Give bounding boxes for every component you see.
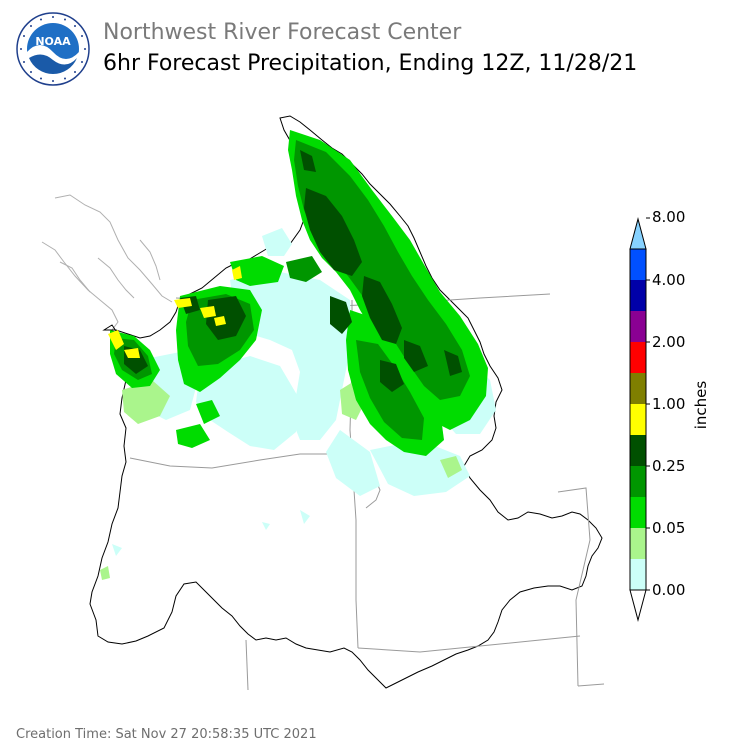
legend-tick-label: 1.00 — [652, 395, 685, 413]
creation-time: Creation Time: Sat Nov 27 20:58:35 UTC 2… — [16, 727, 317, 742]
legend-band-above — [629, 217, 647, 250]
coastline-outline — [41, 194, 173, 331]
legend-tick-label: 0.00 — [652, 581, 685, 599]
precipitation-legend: 8.00 4.00 2.00 1.00 0.25 0.05 0.00 inche… — [629, 208, 710, 622]
legend-band — [630, 249, 646, 280]
legend-tick-labels: 8.00 4.00 2.00 1.00 0.25 0.05 0.00 — [652, 208, 685, 599]
precipitation-map — [41, 115, 605, 691]
legend-tick-label: 4.00 — [652, 271, 685, 289]
legend-unit-label: inches — [692, 381, 710, 430]
legend-band — [630, 466, 646, 497]
legend-tick-label: 0.25 — [652, 457, 685, 475]
agency-title: Northwest River Forecast Center — [103, 20, 462, 45]
precip-light-green-areas — [100, 380, 462, 580]
legend-tick-marks — [646, 217, 650, 591]
legend-tick-label: 0.05 — [652, 519, 685, 537]
legend-band — [630, 435, 646, 466]
legend-band — [630, 373, 646, 404]
basin-boundary — [89, 115, 603, 689]
product-title: 6hr Forecast Precipitation, Ending 12Z, … — [103, 51, 638, 76]
legend-color-bands — [629, 217, 647, 622]
legend-tick-label: 2.00 — [652, 333, 685, 351]
legend-band — [630, 559, 646, 590]
legend-band-below — [629, 589, 647, 622]
legend-band — [630, 497, 646, 528]
legend-band — [630, 280, 646, 311]
legend-band — [630, 404, 646, 435]
noaa-logo: NOAA — [16, 12, 90, 86]
precip-dark-green-areas — [124, 150, 462, 392]
legend-tick-label: 8.00 — [652, 208, 685, 226]
noaa-logo-text: NOAA — [35, 35, 71, 48]
legend-band — [630, 342, 646, 373]
legend-band — [630, 528, 646, 559]
precip-yellow-areas — [108, 266, 242, 358]
legend-band — [630, 311, 646, 342]
legend-outline — [629, 248, 647, 591]
